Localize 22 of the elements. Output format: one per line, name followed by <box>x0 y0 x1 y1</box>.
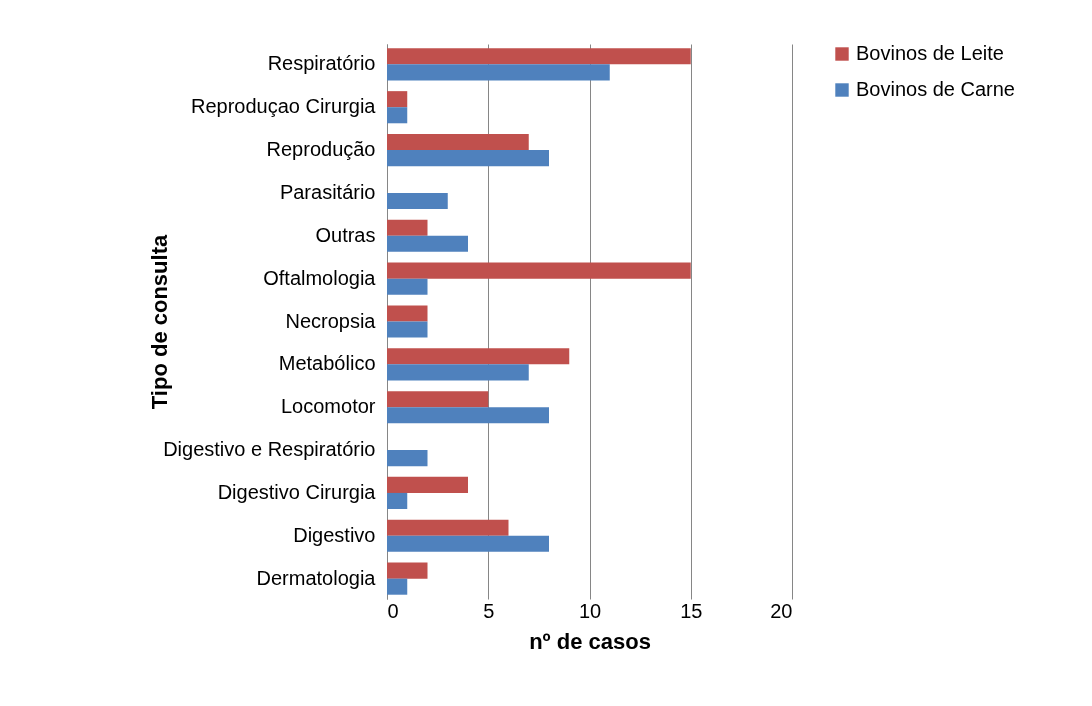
legend-label: Bovinos de Carne <box>856 78 1015 100</box>
y-tick-label: Metabólico <box>278 352 376 375</box>
x-tick-label: 10 <box>578 599 602 622</box>
y-tick-label: Locomotor <box>281 395 376 418</box>
y-tick-label: Reprodução <box>266 138 376 161</box>
x-tick-label: 15 <box>680 599 703 622</box>
x-tick-label: 0 <box>387 599 399 622</box>
legend-label: Bovinos de Leite <box>856 42 1004 64</box>
y-tick-label: Digestivo Cirurgia <box>217 480 377 503</box>
y-tick-label: Digestivo <box>293 523 376 546</box>
y-tick-label: Oftalmologia <box>263 266 377 289</box>
x-axis-title: nº de casos <box>529 628 651 654</box>
y-tick-label: Outras <box>315 223 376 246</box>
x-tick-label: 5 <box>483 599 495 622</box>
y-tick-label: Necropsia <box>285 309 377 332</box>
y-axis-title: Tipo de consulta <box>146 234 172 410</box>
y-tick-label: Dermatologia <box>256 566 377 589</box>
y-tick-label: Digestivo e Respiratório <box>163 438 376 461</box>
y-tick-label: Respiratório <box>267 52 376 75</box>
y-tick-label: Parasitário <box>279 180 376 203</box>
x-tick-label: 20 <box>770 599 793 622</box>
y-tick-label: Reproduçao Cirurgia <box>190 95 377 118</box>
